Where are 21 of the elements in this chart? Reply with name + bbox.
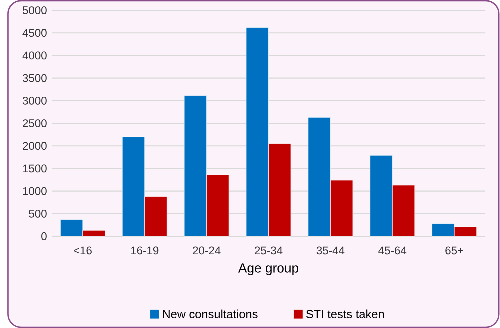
x-tick-label: 25-34 xyxy=(255,246,283,254)
y-tick-label: 4000 xyxy=(22,52,47,60)
y-tick-label: 3000 xyxy=(22,96,47,105)
y-tick-label: 1000 xyxy=(23,187,47,196)
x-tick-label: 65+ xyxy=(446,246,464,254)
x-tick-label: 35-44 xyxy=(316,246,345,254)
y-tick-label: 2000 xyxy=(23,142,47,150)
legend-label: New consultations xyxy=(163,310,258,318)
y-tick-label: 5000 xyxy=(22,6,47,14)
x-axis-title: Age group xyxy=(238,263,299,276)
y-tick-label: 2500 xyxy=(23,119,47,128)
legend-label: STI tests taken xyxy=(306,310,384,318)
x-tick-label: 45-64 xyxy=(378,246,407,254)
y-tick-label: 4500 xyxy=(22,28,47,37)
y-tick-label: 500 xyxy=(29,210,47,218)
y-tick-label: 3500 xyxy=(22,74,47,82)
y-tick-label: 0 xyxy=(42,232,47,240)
x-tick-label: 20-24 xyxy=(193,246,221,254)
x-tick-label: 16-19 xyxy=(131,246,159,254)
x-tick-label: <16 xyxy=(74,246,92,254)
y-tick-label: 1500 xyxy=(23,164,47,172)
